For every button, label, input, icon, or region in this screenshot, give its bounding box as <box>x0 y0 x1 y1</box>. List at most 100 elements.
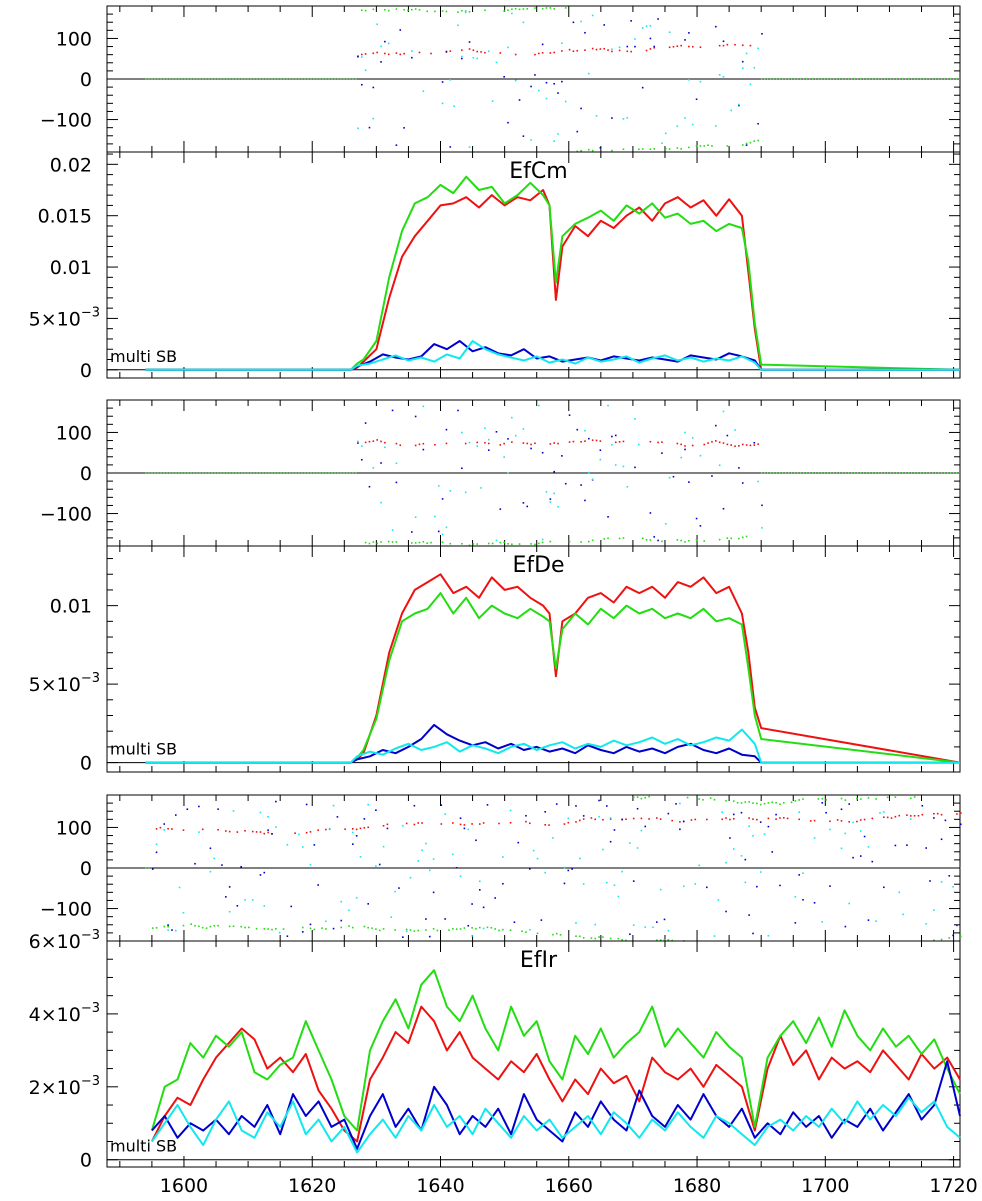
phase-point <box>244 899 246 901</box>
phase-point <box>802 872 804 874</box>
amplitude-tick-label: 5×10−3 <box>29 671 100 696</box>
phase-point <box>484 9 486 12</box>
phase-point <box>725 910 727 913</box>
phase-point <box>205 927 208 929</box>
phase-point <box>437 530 440 533</box>
phase-point <box>263 905 266 907</box>
phase-point <box>357 440 359 443</box>
phase-point <box>360 445 363 447</box>
phase-point <box>509 809 512 812</box>
phase-point <box>522 442 525 444</box>
phase-point <box>368 126 371 129</box>
phase-point <box>391 529 394 531</box>
phase-point <box>407 9 409 12</box>
phase-point <box>584 49 586 51</box>
phase-point <box>163 829 166 831</box>
phase-point <box>428 869 431 872</box>
phase-point <box>718 441 721 444</box>
phase-point <box>859 798 862 800</box>
phase-point <box>267 831 269 834</box>
phase-point <box>271 833 273 835</box>
phase-point <box>213 857 216 860</box>
amplitude-series-line <box>145 175 961 371</box>
phase-point <box>495 431 498 433</box>
phase-point <box>584 429 586 432</box>
phase-point <box>936 812 939 815</box>
phase-point <box>699 145 702 147</box>
phase-point <box>734 429 736 431</box>
phase-point <box>301 926 304 929</box>
phase-point <box>418 541 421 544</box>
phase-point <box>598 815 600 818</box>
phase-point <box>367 803 369 806</box>
phase-point <box>684 431 686 434</box>
phase-point <box>529 928 531 931</box>
phase-point <box>430 52 432 55</box>
phase-point <box>325 828 327 831</box>
phase-point <box>553 492 555 495</box>
phase-point <box>545 491 548 493</box>
phase-point <box>798 874 800 876</box>
phase-point <box>840 847 843 850</box>
phase-point <box>399 29 402 31</box>
phase-point <box>767 817 770 820</box>
phase-tick-label: −100 <box>40 110 92 132</box>
phase-point <box>576 150 579 153</box>
phase-point <box>717 899 720 901</box>
phase-point <box>384 446 386 449</box>
phase-point <box>599 449 602 451</box>
phase-point <box>618 441 621 443</box>
phase-point <box>182 911 185 914</box>
phase-point <box>726 443 729 446</box>
phase-point <box>541 451 544 454</box>
phase-point <box>852 821 854 824</box>
phase-point <box>568 414 571 416</box>
phase-point <box>632 880 635 882</box>
phase-point <box>263 832 266 835</box>
phase-point <box>684 448 686 451</box>
phase-point <box>336 816 339 818</box>
phase-point <box>611 48 613 51</box>
phase-point <box>636 807 639 810</box>
phase-point <box>518 543 521 545</box>
phase-point <box>933 939 935 942</box>
phase-point <box>684 39 686 41</box>
phase-point <box>348 909 350 912</box>
panel-title: EfCm <box>509 159 567 184</box>
phase-tick-label: 100 <box>56 817 92 839</box>
phase-point <box>422 442 425 445</box>
phase-point <box>475 927 477 930</box>
phase-point <box>360 83 363 86</box>
phase-point <box>468 10 471 13</box>
phase-point <box>217 924 219 927</box>
phase-point <box>679 821 681 823</box>
phase-point <box>756 818 758 821</box>
phase-point <box>611 443 613 446</box>
phase-point <box>756 802 758 805</box>
phase-point <box>582 815 585 817</box>
x-tick-label: 1600 <box>160 1175 208 1197</box>
phase-point <box>363 827 366 829</box>
phase-point <box>690 819 693 821</box>
phase-point <box>840 820 843 822</box>
phase-point <box>940 838 943 841</box>
phase-point <box>414 415 417 418</box>
phase-point <box>588 437 590 440</box>
phase-point <box>676 147 679 149</box>
phase-point <box>756 885 758 888</box>
phase-point <box>706 886 708 889</box>
amplitude-tick-label: 0.02 <box>50 154 92 176</box>
phase-point <box>952 934 954 937</box>
phase-point <box>555 932 558 935</box>
phase-point <box>526 8 529 10</box>
phase-point <box>359 856 362 858</box>
phase-point <box>741 44 744 47</box>
phase-point <box>644 926 647 928</box>
phase-point <box>434 443 436 446</box>
phase-point <box>372 541 375 543</box>
phase-point <box>686 796 689 799</box>
phase-point <box>453 105 455 108</box>
phase-point <box>449 542 452 545</box>
phase-point <box>461 55 463 58</box>
phase-point <box>384 52 386 55</box>
